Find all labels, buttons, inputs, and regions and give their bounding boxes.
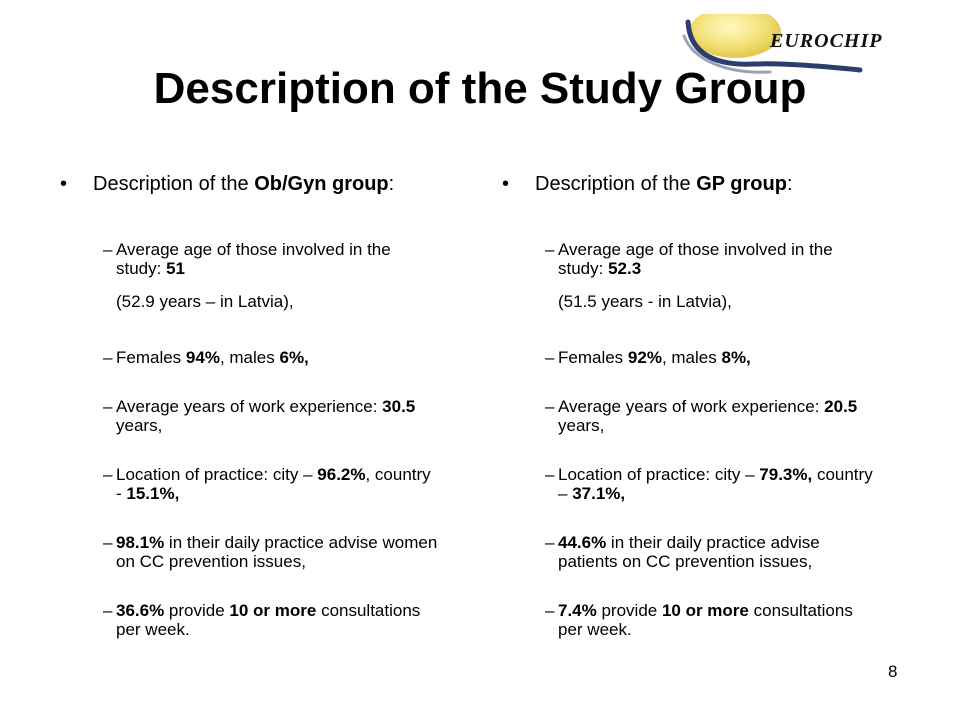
dash-bullet-icon: – xyxy=(103,465,113,484)
item-value: 20.5 xyxy=(824,397,858,416)
list-item: – Location of practice: city – 79.3%, cou… xyxy=(502,465,882,503)
list-item: – Average years of work experience: 20.5 … xyxy=(502,397,882,435)
item-text: consultations per week. xyxy=(558,601,853,639)
item-text: provide xyxy=(596,601,662,620)
list-item: – Average age of those involved in the st… xyxy=(502,240,882,311)
dash-bullet-icon: – xyxy=(103,348,113,367)
eurochip-logo xyxy=(660,6,910,84)
heading-text: Description of the xyxy=(93,173,255,195)
item-text: Females xyxy=(558,348,628,367)
list-item: –44.6% in their daily practice advise pa… xyxy=(502,533,882,571)
bullet-icon: • xyxy=(60,173,68,195)
item-text: provide xyxy=(164,601,230,620)
dash-bullet-icon: – xyxy=(103,397,113,416)
dash-bullet-icon: – xyxy=(545,397,555,416)
obgyn-group-list: – Average age of those involved in the st… xyxy=(60,240,440,639)
item-text: in their daily practice advise women on … xyxy=(116,533,438,571)
item-value: 44.6% xyxy=(558,533,607,552)
item-value: 6%, xyxy=(279,348,309,367)
dash-bullet-icon: – xyxy=(545,465,555,484)
item-text: country – xyxy=(558,465,873,503)
heading-suffix: : xyxy=(786,173,793,195)
item-text: Location of practice: city – xyxy=(116,465,318,484)
gp-group-list: – Average age of those involved in the st… xyxy=(502,240,882,639)
item-value: 8%, xyxy=(721,348,751,367)
item-value: 37.1%, xyxy=(572,484,626,503)
bullet-icon: • xyxy=(502,173,510,195)
item-value: 98.1% xyxy=(116,533,165,552)
item-value: 15.1%, xyxy=(126,484,180,503)
item-text: Average years of work experience: xyxy=(116,397,383,416)
item-value: 10 or more xyxy=(229,601,317,620)
gp-group-column: • Description of the GP group: – Average … xyxy=(502,172,882,639)
item-text: Females xyxy=(116,348,186,367)
item-value: 92% xyxy=(627,348,662,367)
list-item: – Average age of those involved in the st… xyxy=(60,240,440,311)
obgyn-group-heading: • Description of the Ob/Gyn group: xyxy=(60,172,440,196)
item-value: 96.2% xyxy=(317,465,366,484)
list-item: – Females 94%, males 6%, xyxy=(60,348,440,367)
item-subnote: (51.5 years - in Latvia), xyxy=(558,292,732,311)
dash-bullet-icon: – xyxy=(545,533,555,552)
dash-bullet-icon: – xyxy=(103,533,113,552)
list-item: – Females 92%, males 8%, xyxy=(502,348,882,367)
item-value: 51 xyxy=(166,259,186,278)
item-text: Location of practice: city – xyxy=(558,465,760,484)
dash-bullet-icon: – xyxy=(545,240,555,259)
eurochip-logo-graphic xyxy=(682,6,863,74)
item-text: consultations per week. xyxy=(116,601,421,639)
item-value: 36.6% xyxy=(116,601,165,620)
page-number: 8 xyxy=(888,662,898,681)
heading-suffix: : xyxy=(388,173,395,195)
item-value: 10 or more xyxy=(661,601,749,620)
item-text: Average years of work experience: xyxy=(558,397,825,416)
heading-group-name: Ob/Gyn group xyxy=(254,173,389,195)
dash-bullet-icon: – xyxy=(545,601,555,620)
item-value: 79.3%, xyxy=(759,465,813,484)
item-text: in their daily practice advise patients … xyxy=(558,533,820,571)
slide-title: Description of the Study Group xyxy=(153,64,807,113)
logo-text: EUROCHIP xyxy=(770,30,883,52)
dash-bullet-icon: – xyxy=(103,240,113,259)
item-text: Average age of those involved in the stu… xyxy=(116,240,391,278)
item-text: , males xyxy=(661,348,722,367)
item-text: , country - xyxy=(116,465,431,503)
gp-group-heading: • Description of the GP group: xyxy=(502,172,882,196)
item-value: 94% xyxy=(185,348,220,367)
item-value: 30.5 xyxy=(382,397,416,416)
item-text: , males xyxy=(219,348,280,367)
dash-bullet-icon: – xyxy=(545,348,555,367)
list-item: –98.1% in their daily practice advise wo… xyxy=(60,533,440,571)
list-item: –7.4% provide 10 or more consultations p… xyxy=(502,601,882,639)
heading-text: Description of the xyxy=(535,173,697,195)
list-item: – Location of practice: city – 96.2%, cou… xyxy=(60,465,440,503)
dash-bullet-icon: – xyxy=(103,601,113,620)
list-item: –36.6% provide 10 or more consultations … xyxy=(60,601,440,639)
obgyn-group-column: • Description of the Ob/Gyn group: – Aver… xyxy=(60,172,440,639)
list-item: – Average years of work experience: 30.5 … xyxy=(60,397,440,435)
item-value: 7.4% xyxy=(558,601,597,620)
item-text: Average age of those involved in the stu… xyxy=(558,240,833,278)
item-text: years, xyxy=(116,416,163,435)
item-value: 52.3 xyxy=(608,259,642,278)
heading-group-name: GP group xyxy=(696,173,787,195)
item-text: years, xyxy=(558,416,605,435)
item-subnote: (52.9 years – in Latvia), xyxy=(116,292,294,311)
